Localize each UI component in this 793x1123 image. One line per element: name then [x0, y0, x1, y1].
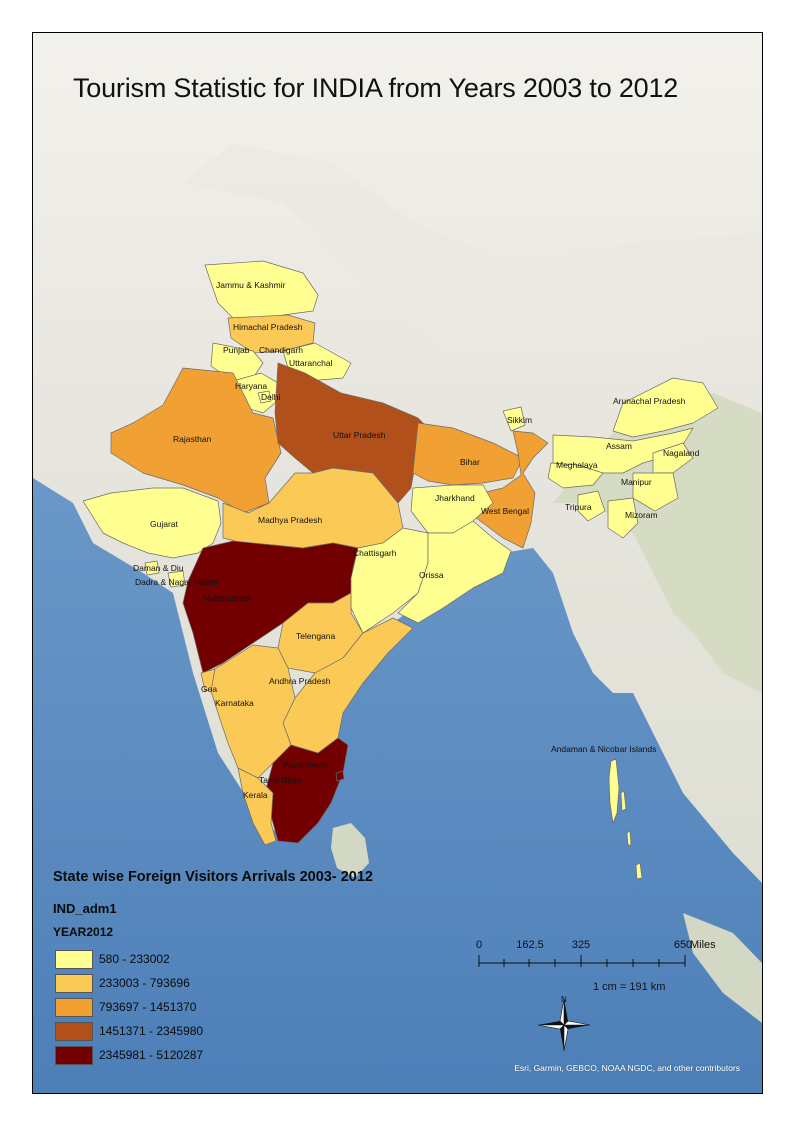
scale-ratio: 1 cm = 191 km — [593, 981, 666, 993]
label-andhra-pradesh: Andhra Pradesh — [269, 676, 331, 686]
map-canvas[interactable]: Jammu & Kashmir Himachal Pradesh Punjab … — [33, 33, 762, 1093]
label-punjab: Punjab — [223, 345, 250, 355]
label-telengana: Telengana — [296, 631, 336, 641]
scale-label-0: 0 — [475, 939, 483, 951]
state-pondicherry[interactable] — [335, 770, 345, 782]
sri-lanka — [331, 823, 369, 878]
legend-field-name: YEAR2012 — [53, 925, 114, 939]
legend-item: 233003 - 793696 — [55, 971, 203, 995]
scale-label-325: 325 — [571, 939, 591, 951]
states-layer — [82, 260, 719, 880]
himalaya-terrain — [183, 143, 762, 373]
state-rajasthan[interactable] — [110, 367, 282, 514]
scale-label-650: 650 — [673, 939, 693, 951]
legend-swatch — [55, 949, 93, 969]
legend-swatch — [55, 1021, 93, 1041]
label-sikkim: Sikkim — [507, 415, 532, 425]
label-andaman-nicobar: Andaman & Nicobar Islands — [551, 744, 656, 754]
neighbour-land-southeast — [683, 913, 762, 1023]
label-jammu-kashmir: Jammu & Kashmir — [216, 280, 286, 290]
label-kerala: Kerala — [243, 790, 268, 800]
label-himachal-pradesh: Himachal Pradesh — [233, 322, 303, 332]
scale-bar — [478, 955, 686, 967]
state-delhi[interactable] — [257, 390, 272, 404]
label-uttar-pradesh: Uttar Pradesh — [333, 430, 386, 440]
label-meghalaya: Meghalaya — [556, 460, 598, 470]
label-arunachal-pradesh: Arunachal Pradesh — [613, 396, 686, 406]
state-nicobar-island-2[interactable] — [635, 862, 643, 880]
scale-label-162-5: 162.5 — [516, 939, 544, 951]
north-label: N — [561, 995, 567, 1004]
label-jharkhand: Jharkhand — [435, 493, 475, 503]
state-jammu-kashmir[interactable] — [204, 260, 319, 324]
label-dadra-nagar-haveli: Dadra & Nagar Haveli — [135, 577, 218, 587]
label-chandigarh: Chandigarh — [259, 345, 303, 355]
label-nagaland: Nagaland — [663, 448, 700, 458]
label-orissa: Orissa — [419, 570, 444, 580]
state-nagaland[interactable] — [652, 442, 694, 474]
state-kerala[interactable] — [237, 767, 277, 846]
label-gujarat: Gujarat — [150, 519, 179, 529]
state-dadra-nagar-haveli[interactable] — [167, 570, 186, 588]
label-mizoram: Mizoram — [625, 510, 658, 520]
label-delhi: Delhi — [261, 392, 280, 402]
legend-item: 793697 - 1451370 — [55, 995, 203, 1019]
label-daman-diu: Daman & Diu — [133, 563, 184, 573]
legend-swatch — [55, 997, 93, 1017]
label-rajasthan: Rajasthan — [173, 434, 212, 444]
state-nicobar-island-1[interactable] — [626, 830, 632, 846]
label-uttaranchal: Uttaranchal — [289, 358, 333, 368]
state-andaman-island-2[interactable] — [620, 790, 627, 812]
legend-swatch — [55, 1045, 93, 1065]
state-labels: Jammu & Kashmir Himachal Pradesh Punjab … — [133, 280, 700, 800]
legend-heading: State wise Foreign Visitors Arrivals 200… — [53, 869, 373, 885]
legend-label: 1451371 - 2345980 — [99, 1024, 204, 1038]
state-west-bengal[interactable] — [462, 430, 549, 549]
legend-layer-name: IND_adm1 — [53, 901, 117, 916]
label-chattisgarh: Chattisgarh — [353, 548, 397, 558]
label-pondicherry: Pondicherry — [283, 760, 329, 770]
state-sikkim[interactable] — [502, 406, 526, 432]
label-bihar: Bihar — [460, 457, 480, 467]
legend-label: 233003 - 793696 — [99, 976, 190, 990]
state-bihar[interactable] — [412, 422, 524, 486]
legend-classes: 580 - 233002 233003 - 793696 793697 - 1451… — [55, 947, 203, 1067]
state-orissa[interactable] — [397, 520, 512, 624]
label-tamil-nadu: Tamil Nadu — [259, 775, 302, 785]
legend-label: 793697 - 1451370 — [99, 1000, 197, 1014]
legend-item: 2345981 - 5120287 — [55, 1043, 203, 1067]
scale-bar-unit: Miles — [690, 939, 716, 951]
state-andaman-islands[interactable] — [608, 758, 620, 824]
legend-item: 1451371 - 2345980 — [55, 1019, 203, 1043]
state-mizoram[interactable] — [607, 497, 639, 539]
state-manipur[interactable] — [632, 472, 679, 512]
label-goa: Goa — [201, 684, 217, 694]
legend-label: 580 - 233002 — [99, 952, 170, 966]
map-frame: Jammu & Kashmir Himachal Pradesh Punjab … — [32, 32, 763, 1094]
state-uttar-pradesh[interactable] — [274, 362, 429, 504]
state-meghalaya[interactable] — [547, 462, 604, 489]
legend-item: 580 - 233002 — [55, 947, 203, 971]
state-daman-diu[interactable] — [144, 560, 160, 576]
attribution-text: Esri, Garmin, GEBCO, NOAA NGDC, and othe… — [514, 1063, 740, 1073]
label-maharashtra: Maharashtra — [203, 593, 251, 603]
state-arunachal-pradesh[interactable] — [612, 377, 719, 438]
sea — [33, 478, 762, 1093]
legend-label: 2345981 - 5120287 — [99, 1048, 204, 1062]
north-arrow-icon — [537, 998, 591, 1052]
label-tripura: Tripura — [565, 502, 592, 512]
state-tripura[interactable] — [577, 490, 606, 522]
state-gujarat[interactable] — [82, 487, 222, 559]
label-manipur: Manipur — [621, 477, 652, 487]
label-west-bengal: West Bengal — [481, 506, 529, 516]
label-karnataka: Karnataka — [215, 698, 254, 708]
label-madhya-pradesh: Madhya Pradesh — [258, 515, 323, 525]
label-haryana: Haryana — [235, 381, 267, 391]
legend-swatch — [55, 973, 93, 993]
label-assam: Assam — [606, 441, 632, 451]
map-title: Tourism Statistic for INDIA from Years 2… — [73, 73, 679, 103]
